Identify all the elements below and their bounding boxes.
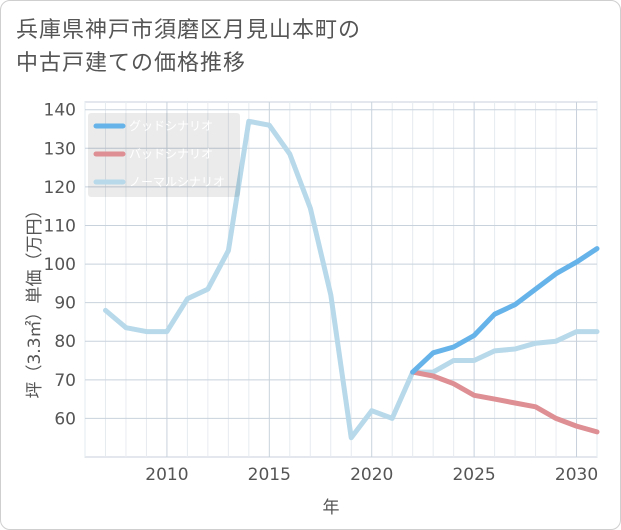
chart-title: 兵庫県神戸市須磨区月見山本町の 中古戸建ての価格推移 (16, 14, 361, 80)
y-axis-title: 坪（3.3㎡）単価（万円） (25, 201, 45, 398)
x-tick-label: 2025 (452, 465, 495, 485)
legend-label-1: バッドシナリオ (129, 147, 213, 161)
series-lines (103, 118, 600, 441)
y-tick-label: 80 (54, 332, 76, 352)
grid-lines (84, 102, 598, 457)
y-tick-label: 100 (44, 255, 76, 275)
legend-label-2: ノーマルシナリオ (129, 175, 225, 189)
x-tick-label: 2030 (555, 465, 598, 485)
y-tick-label: 120 (44, 178, 76, 198)
axis-ticks: 2010 2015 2020 2025 2030 60 70 80 90 100 110 120 130… (44, 101, 599, 485)
x-tick-label: 2015 (248, 465, 291, 485)
y-tick-label: 60 (54, 409, 76, 429)
chart-title-line-2: 中古戸建ての価格推移 (16, 51, 247, 76)
y-tick-label: 70 (54, 371, 76, 391)
x-tick-label: 2010 (145, 465, 188, 485)
series-line-0 (410, 246, 600, 375)
x-tick-label: 2020 (350, 465, 393, 485)
series-line-2 (103, 118, 600, 441)
x-axis-title: 年 (323, 498, 340, 518)
legend-background (88, 113, 240, 197)
series-line-1 (410, 369, 600, 435)
y-tick-label: 90 (54, 294, 76, 314)
y-tick-label: 130 (44, 139, 76, 159)
legend-label-0: グッドシナリオ (129, 119, 213, 133)
y-tick-label: 140 (44, 101, 76, 121)
chart-title-line-1: 兵庫県神戸市須磨区月見山本町の (16, 18, 362, 43)
y-tick-label: 110 (44, 216, 76, 236)
plot-area (84, 101, 598, 458)
